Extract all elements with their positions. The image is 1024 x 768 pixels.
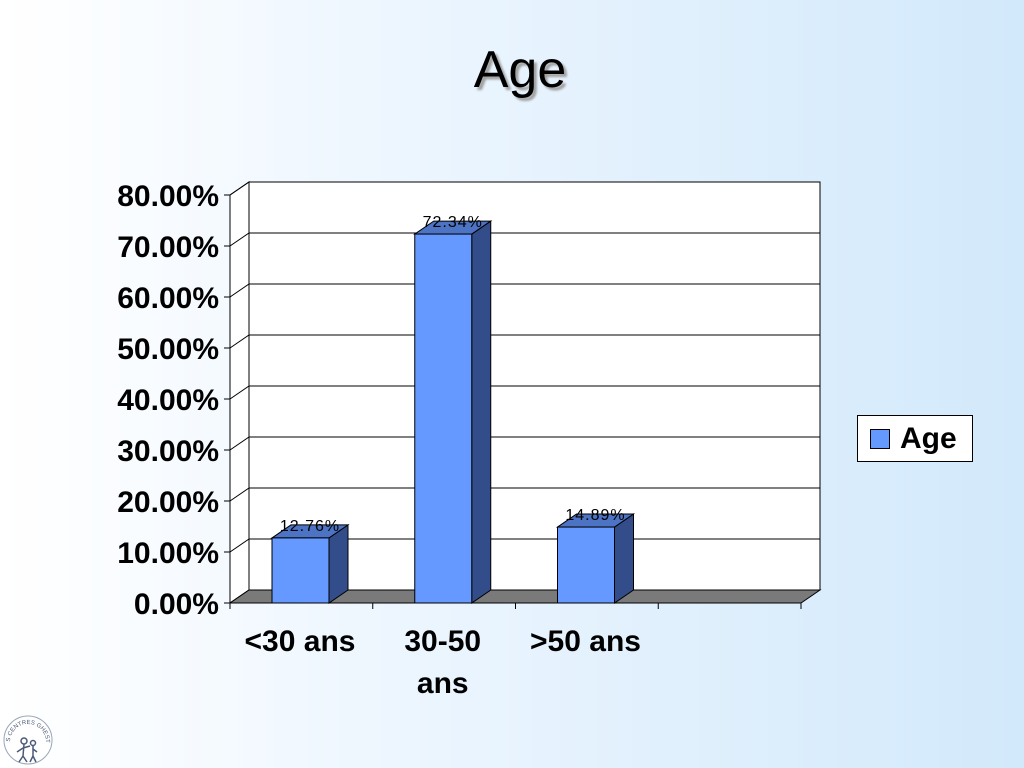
data-label: 72.34% [423,214,483,231]
bar-side [328,523,349,604]
y-tick-label: 50.00% [117,333,219,366]
y-tick-label: 80.00% [117,180,219,213]
y-tick-label: 30.00% [117,435,219,468]
legend: Age [857,415,973,462]
bar [557,526,615,604]
bar [414,233,473,604]
y-tick-label: 70.00% [117,231,219,264]
bar [271,537,330,604]
data-label: 14.89% [565,507,625,524]
data-label: 12.76% [280,518,340,535]
legend-label: Age [900,421,957,455]
gridline [229,334,820,349]
gridline [229,232,820,247]
gridline [229,385,820,400]
y-tick-label: 0.00% [134,588,219,621]
y-tick-label: 10.00% [117,537,219,570]
gridline [229,487,820,502]
x-tick-label: <30 ans [245,625,356,658]
y-tick-label: 40.00% [117,384,219,417]
bar-side [471,220,492,604]
gridline [229,436,820,451]
chart-title: Age [473,41,567,99]
y-tick-label: 20.00% [117,486,219,519]
gridline [229,283,820,298]
gridline [229,181,820,196]
bar-side [614,513,634,604]
x-tick-label: ans [417,667,469,700]
legend-swatch [870,428,890,449]
x-tick-label: 30-50 [404,625,481,658]
y-tick-label: 60.00% [117,282,219,315]
logo: LES CENTRES GHESTIO [2,712,53,765]
x-tick-label: >50 ans [530,625,641,658]
